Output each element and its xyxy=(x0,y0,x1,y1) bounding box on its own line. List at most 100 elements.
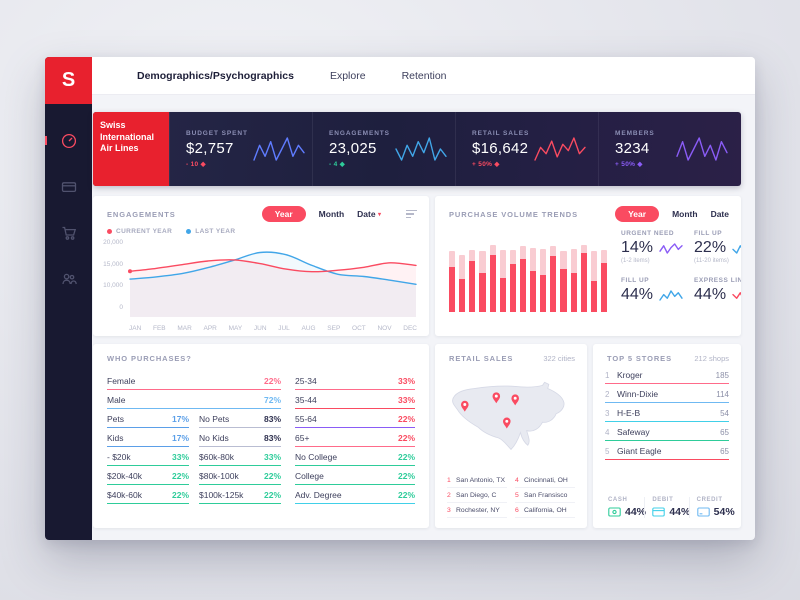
shops-count-badge: 212 shops xyxy=(694,354,729,363)
city-row: 5 San Fransisco xyxy=(515,488,575,503)
bar xyxy=(530,230,537,312)
map-pin xyxy=(511,394,519,406)
kpi-value: $16,642 xyxy=(472,140,529,157)
toggle-year[interactable]: Year xyxy=(615,206,660,222)
tab-demographics[interactable]: Demographics/Psychographics xyxy=(137,69,294,82)
tab-explore[interactable]: Explore xyxy=(329,69,366,82)
usa-map xyxy=(435,363,587,471)
bar xyxy=(519,230,526,312)
kpi-delta: - 4 ◆ xyxy=(329,161,346,168)
dashboard-window: Demographics/Psychographics Explore Rete… xyxy=(45,57,755,540)
stat-sparkline xyxy=(731,289,741,302)
bar xyxy=(509,230,516,312)
city-row: 2 San Diego, C xyxy=(447,488,507,503)
stat-fill-up-1: FILL UP 22% (11-20 items) xyxy=(694,230,741,265)
stat-value: 44% xyxy=(621,286,654,303)
kpi-label: MEMBERS xyxy=(615,130,655,137)
purchase-volume-panel: PURCHASE VOLUME TRENDS Year Month Date U… xyxy=(435,196,741,336)
debit-card-icon xyxy=(652,507,666,517)
toggle-date[interactable]: Date xyxy=(710,209,729,219)
bar xyxy=(489,230,496,312)
kpi-engagements: ENGAGEMENTS 23,025 - 4 ◆ xyxy=(312,112,455,186)
credit-card-icon[interactable] xyxy=(60,178,78,196)
stat-note: (1-2 items) xyxy=(621,258,650,264)
store-row: 4 Safeway 65 xyxy=(605,422,729,441)
who-row: $60k-80k 33% xyxy=(199,447,281,466)
panel-title: WHO PURCHASES? xyxy=(107,354,192,363)
who-row: $20k-40k 22% xyxy=(107,466,189,485)
legend-dot xyxy=(186,229,192,234)
who-row: No Kids 83% xyxy=(199,428,281,447)
city-row: 3 Rochester, NY xyxy=(447,503,507,518)
toggle-year[interactable]: Year xyxy=(261,206,306,222)
kpi-banner: Swiss International Air Lines BUDGET SPE… xyxy=(93,112,741,186)
kpi-budget-spent: BUDGET SPENT $2,757 - 10 ◆ xyxy=(169,112,312,186)
kpi-label: ENGAGEMENTS xyxy=(329,130,390,137)
who-purchases-panel: WHO PURCHASES? Female 22% Male 72% Pets 17%… xyxy=(93,344,429,528)
retail-sales-panel: RETAIL SALES 322 cities 1 San Antonio, TX xyxy=(435,344,587,528)
y-axis-labels: 20,000 15,000 10,000 0 xyxy=(103,239,123,311)
who-row: Male 72% xyxy=(107,390,281,409)
stat-value: 44% xyxy=(694,286,727,303)
toggle-month[interactable]: Month xyxy=(672,209,698,219)
who-row: 55-64 22% xyxy=(295,409,415,428)
chart-legend: CURRENT YEAR LAST YEAR xyxy=(93,222,429,235)
panel-title: TOP 5 STORES xyxy=(607,354,672,363)
who-row: $80k-100k 22% xyxy=(199,466,281,485)
gauge-icon[interactable] xyxy=(45,132,78,150)
bar xyxy=(479,230,486,312)
tab-retention[interactable]: Retention xyxy=(401,69,447,82)
bar xyxy=(600,230,607,312)
bar xyxy=(499,230,506,312)
stat-sparkline xyxy=(658,242,684,255)
kpi-sparkline xyxy=(394,136,448,162)
toggle-date[interactable]: Date ▾ xyxy=(357,209,381,219)
stat-note xyxy=(694,305,741,312)
store-row: 5 Giant Eagle 65 xyxy=(605,441,729,460)
kpi-delta: - 10 ◆ xyxy=(186,161,206,168)
who-row: 35-44 33% xyxy=(295,390,415,409)
toggle-month[interactable]: Month xyxy=(318,209,345,219)
bar xyxy=(459,230,466,312)
kpi-members: MEMBERS 3234 + 50% ◆ xyxy=(598,112,741,186)
purchase-bar-chart xyxy=(449,230,607,312)
legend-dot xyxy=(107,229,112,234)
stat-express-line: EXPRESS LINE 44% xyxy=(694,277,741,312)
kpi-sparkline xyxy=(252,136,306,162)
cart-icon[interactable] xyxy=(60,224,78,242)
bar xyxy=(560,230,567,312)
panel-title: ENGAGEMENTS xyxy=(107,209,176,219)
who-row: No College 22% xyxy=(295,447,415,466)
stat-note: (11-20 items) xyxy=(694,258,729,264)
map-pin xyxy=(461,400,469,412)
sort-icon[interactable] xyxy=(406,208,417,221)
legend-current-year: CURRENT YEAR xyxy=(107,228,172,235)
panel-title: RETAIL SALES xyxy=(449,354,514,363)
stat-note xyxy=(621,305,684,312)
x-axis-labels: JAN FEB MAR APR MAY JUN JUL AUG SEP OCT NOV DEC xyxy=(129,325,417,332)
main-content: Swiss International Air Lines BUDGET SPE… xyxy=(92,95,755,540)
who-row: Pets 17% xyxy=(107,409,189,428)
engagements-chart xyxy=(127,237,419,322)
kpi-value: 3234 xyxy=(615,140,650,157)
users-icon[interactable] xyxy=(60,270,78,288)
store-row: 3 H-E-B 54 xyxy=(605,403,729,422)
kpi-delta: + 50% ◆ xyxy=(472,161,500,168)
who-row: $40k-60k 22% xyxy=(107,485,189,504)
kpi-value: 23,025 xyxy=(329,140,377,157)
top-nav: Demographics/Psychographics Explore Rete… xyxy=(92,57,755,95)
credit-card-icon xyxy=(696,507,710,517)
payment-debit: DEBIT 44% xyxy=(644,497,690,518)
kpi-sparkline xyxy=(675,136,729,162)
stat-value: 22% xyxy=(694,239,727,256)
bar xyxy=(469,230,476,312)
bar xyxy=(590,230,597,312)
store-row: 1 Kroger 185 xyxy=(605,365,729,384)
who-row: - $20k 33% xyxy=(107,447,189,466)
bar xyxy=(570,230,577,312)
kpi-retail-sales: RETAIL SALES $16,642 + 50% ◆ xyxy=(455,112,598,186)
payment-cash: CASH 44% xyxy=(608,497,647,518)
stat-sparkline xyxy=(658,289,684,302)
app-logo[interactable]: S xyxy=(45,57,92,104)
who-row: College 22% xyxy=(295,466,415,485)
